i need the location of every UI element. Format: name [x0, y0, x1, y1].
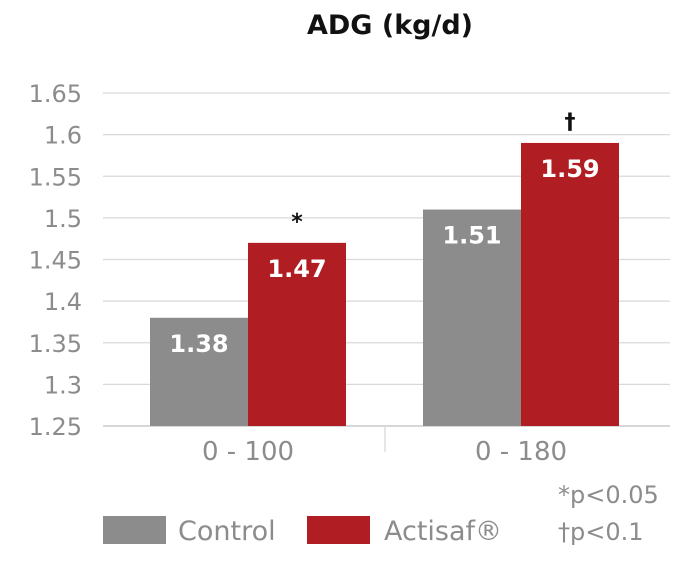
- footnote-p005: *p<0.05: [558, 481, 659, 509]
- chart-title: ADG (kg/d): [307, 10, 473, 41]
- legend-swatch-actisaf: [307, 516, 370, 544]
- significance-marks: *†: [291, 110, 575, 235]
- legend-swatch-control: [103, 516, 166, 544]
- footnote-p01: †p<0.1: [558, 518, 644, 546]
- x-category-label: 0 - 100: [202, 437, 294, 467]
- data-label: 1.59: [540, 155, 599, 183]
- y-tick-label: 1.4: [44, 288, 82, 316]
- y-tick-label: 1.25: [29, 413, 82, 441]
- y-tick-label: 1.6: [44, 122, 82, 150]
- legend-label-actisaf: Actisaf®: [384, 516, 502, 547]
- bar-control: [150, 317, 248, 426]
- bar-actisaf: [521, 142, 619, 426]
- y-tick-label: 1.65: [29, 80, 82, 108]
- y-tick-label: 1.5: [44, 205, 82, 233]
- data-label: 1.38: [169, 330, 228, 358]
- significance-mark: *: [291, 210, 303, 235]
- y-tick-label: 1.45: [29, 247, 82, 275]
- data-label: 1.47: [267, 255, 326, 283]
- y-tick-label: 1.3: [44, 371, 82, 399]
- x-category-label: 0 - 180: [475, 437, 567, 467]
- y-tick-label: 1.35: [29, 330, 82, 358]
- data-label: 1.51: [442, 222, 501, 250]
- legend-label-control: Control: [178, 516, 276, 547]
- bar-control: [423, 209, 521, 426]
- bar-actisaf: [248, 242, 346, 426]
- bars: [150, 142, 619, 426]
- significance-mark: †: [565, 110, 576, 135]
- y-tick-label: 1.55: [29, 163, 82, 191]
- y-axis-ticks: 1.65 1.6 1.55 1.5 1.45 1.4 1.35 1.3 1.25: [29, 80, 82, 441]
- data-labels: 1.38 1.47 1.51 1.59: [169, 155, 599, 358]
- x-axis-categories: 0 - 100 0 - 180: [202, 437, 567, 467]
- legend: Control Actisaf®: [103, 516, 502, 547]
